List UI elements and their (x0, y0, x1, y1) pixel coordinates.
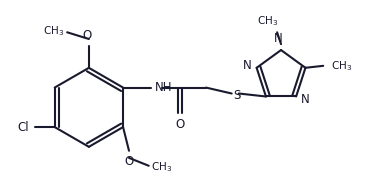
Text: CH$_3$: CH$_3$ (256, 15, 278, 28)
Text: O: O (82, 29, 91, 42)
Text: CH$_3$: CH$_3$ (331, 59, 352, 73)
Text: CH$_3$: CH$_3$ (151, 160, 172, 174)
Text: O: O (176, 118, 185, 131)
Text: N: N (301, 93, 310, 106)
Text: CH$_3$: CH$_3$ (43, 24, 64, 38)
Text: N: N (243, 59, 252, 72)
Text: Cl: Cl (17, 121, 29, 134)
Text: NH: NH (155, 81, 172, 94)
Text: N: N (274, 32, 282, 45)
Text: O: O (124, 155, 134, 168)
Text: S: S (234, 89, 241, 102)
